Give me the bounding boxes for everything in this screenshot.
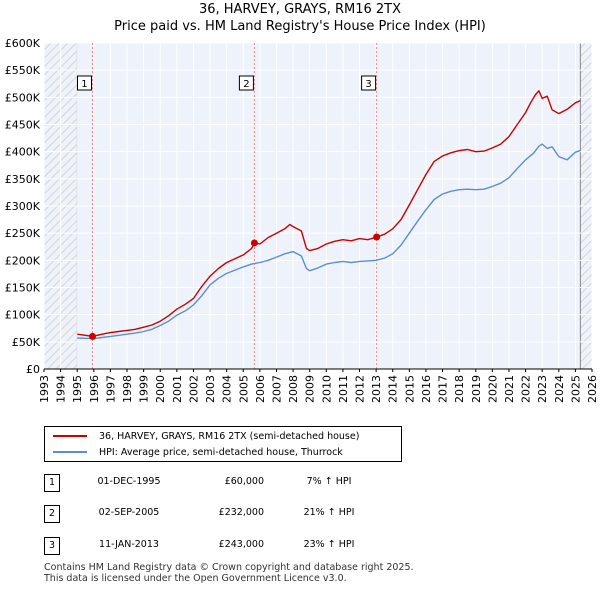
x-tick-label: 2024 (553, 375, 566, 403)
y-tick-label: £50K (12, 336, 41, 349)
footer: Contains HM Land Registry data © Crown c… (44, 562, 414, 584)
x-tick-label: 2025 (569, 375, 582, 403)
x-tick-label: 2013 (370, 375, 383, 403)
transaction-label-box (76, 75, 92, 91)
legend-item-property: 36, HARVEY, GRAYS, RM16 2TX (semi-detach… (53, 429, 359, 443)
y-tick-label: £600K (5, 37, 41, 50)
x-tick-label: 2026 (586, 375, 599, 403)
x-tick-label: 1998 (121, 375, 134, 403)
x-tick-label: 1993 (38, 375, 51, 403)
x-tick-label: 2005 (237, 375, 250, 403)
transaction-label: 3 (365, 79, 371, 90)
x-tick-label: 2002 (187, 375, 200, 403)
legend-label-hpi: HPI: Average price, semi-detached house,… (99, 446, 343, 458)
price-chart: £0 £50K £100K £150K £200K £250K £300K £350K £400… (5, 37, 599, 403)
transaction-point (373, 233, 381, 241)
x-tick-label: 2017 (437, 375, 450, 403)
legend-swatch-hpi (53, 451, 87, 453)
footer-license: This data is licensed under the Open Gov… (44, 573, 347, 584)
x-tick-label: 2006 (254, 375, 267, 403)
transaction-row: 2 02-SEP-2005 £232,000 21% ↑ HPI (44, 505, 564, 525)
x-tick-label: 1997 (104, 375, 117, 403)
transaction-date: 02-SEP-2005 (98, 507, 160, 518)
x-tick-label: 2001 (171, 375, 184, 403)
legend-swatch-property (53, 435, 87, 437)
x-tick-label: 1994 (55, 375, 68, 403)
transaction-label-box (361, 75, 377, 91)
x-tick-label: 2009 (304, 375, 317, 403)
y-tick-label: £350K (5, 173, 41, 186)
x-tick-label: 2019 (470, 375, 483, 403)
x-tick-label: 1996 (88, 375, 101, 403)
legend-label-property: 36, HARVEY, GRAYS, RM16 2TX (semi-detach… (99, 430, 360, 442)
x-tick-label: 2012 (354, 375, 367, 403)
transaction-hpi: 21% ↑ HPI (303, 507, 355, 518)
x-tick-label: 2020 (486, 375, 499, 403)
transaction-point (250, 239, 258, 247)
x-tick-label: 1999 (138, 375, 151, 403)
legend-item-hpi: HPI: Average price, semi-detached house,… (53, 445, 343, 459)
x-tick-label: 2022 (520, 375, 533, 403)
y-tick-label: £450K (5, 119, 41, 132)
chart-title: 36, HARVEY, GRAYS, RM16 2TX (198, 2, 402, 17)
y-tick-label: £250K (5, 227, 41, 240)
transaction-price: £243,000 (218, 539, 264, 550)
x-tick-label: 2000 (154, 375, 167, 403)
x-tick-label: 2007 (270, 375, 283, 403)
series-line-property (77, 90, 581, 338)
y-tick-label: £500K (5, 91, 41, 104)
y-tick-label: £200K (5, 254, 41, 267)
y-tick-label: £550K (5, 64, 41, 77)
transaction-hpi: 23% ↑ HPI (303, 539, 355, 550)
transaction-price: £60,000 (224, 476, 264, 487)
y-tick-label: £400K (5, 146, 41, 159)
transaction-row: 3 11-JAN-2013 £243,000 23% ↑ HPI (44, 537, 564, 557)
transaction-number: 3 (44, 537, 60, 555)
footer-copyright: Contains HM Land Registry data © Crown c… (44, 562, 414, 573)
x-tick-label: 2023 (536, 375, 549, 403)
transaction-row: 1 01-DEC-1995 £60,000 7% ↑ HPI (44, 474, 564, 494)
transaction-date: 11-JAN-2013 (99, 539, 159, 550)
chart-subtitle: Price paid vs. HM Land Registry's House … (114, 19, 486, 34)
transaction-hpi: 7% ↑ HPI (306, 476, 352, 487)
x-tick-label: 2010 (320, 375, 333, 403)
x-tick-label: 2014 (387, 375, 400, 403)
x-tick-label: 2016 (420, 375, 433, 403)
x-tick-label: 2015 (403, 375, 416, 403)
x-tick-label: 2003 (204, 375, 217, 403)
transaction-price: £232,000 (218, 507, 264, 518)
x-tick-label: 2018 (453, 375, 466, 403)
y-tick-label: £150K (5, 282, 41, 295)
x-tick-label: 2008 (287, 375, 300, 403)
y-tick-label: £300K (5, 200, 41, 213)
x-tick-label: 2021 (503, 375, 516, 403)
transaction-label: 2 (243, 79, 249, 90)
transaction-point (88, 332, 96, 340)
x-tick-label: 1995 (71, 375, 84, 403)
transaction-label-box (238, 75, 254, 91)
y-tick-label: £0 (26, 363, 40, 376)
transaction-number: 2 (44, 505, 60, 523)
x-tick-label: 2011 (337, 375, 350, 403)
transaction-number: 1 (44, 474, 60, 492)
series-line-hpi (77, 143, 581, 340)
y-tick-label: £100K (5, 309, 41, 322)
legend: 36, HARVEY, GRAYS, RM16 2TX (semi-detach… (44, 426, 402, 462)
transaction-label: 1 (81, 79, 87, 90)
x-tick-label: 2004 (221, 375, 234, 403)
transaction-date: 01-DEC-1995 (97, 476, 161, 487)
